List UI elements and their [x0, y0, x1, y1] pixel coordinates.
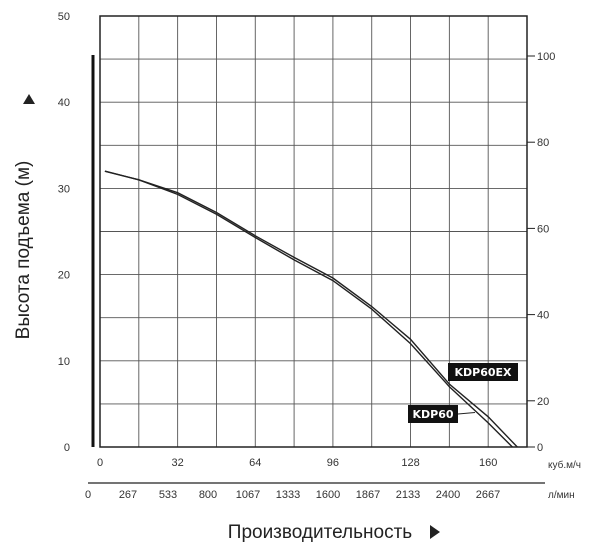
y-tick-label: 50 [58, 11, 70, 23]
leader-line [457, 412, 476, 415]
plot-grid [100, 16, 527, 447]
x-tick-label: 160 [479, 457, 497, 469]
y2-tick-label: 80 [537, 137, 549, 149]
x-tick-label: 32 [172, 457, 184, 469]
y-tick-label: 10 [58, 356, 70, 368]
x2-tick-label: 1867 [356, 489, 380, 501]
y-axis-arrow-icon [23, 94, 35, 104]
x2-tick-label: 0 [85, 489, 91, 501]
y-tick-label: 0 [64, 442, 70, 454]
y2-tick-labels: 0 20 40 60 80 100 [527, 51, 555, 454]
x2-tick-label: 1333 [276, 489, 300, 501]
x-axis-label: Производительность [228, 522, 413, 543]
x2-tick-label: 267 [119, 489, 137, 501]
series-label-text: KDP60EX [454, 366, 512, 379]
y2-tick-label: 0 [537, 442, 543, 454]
x2-tick-label: 2667 [476, 489, 500, 501]
x-tick-label: 96 [327, 457, 339, 469]
x2-tick-label: 800 [199, 489, 217, 501]
y-axis-label-group: Высота подъема (м) [13, 94, 35, 339]
y-axis-label: Высота подъема (м) [13, 161, 34, 340]
y-tick-label: 40 [58, 97, 70, 109]
x-axis-label-group: Производительность [228, 522, 440, 543]
plot-frame [99, 15, 528, 448]
series-label-box [448, 363, 518, 381]
performance-curves [104, 170, 518, 448]
x-unit-bottom: л/мин [548, 490, 575, 501]
series-label-text: KDP60 [412, 408, 453, 421]
y2-tick-label: 60 [537, 223, 549, 235]
y2-tick-label: 20 [537, 396, 549, 408]
x2-tick-label: 2400 [436, 489, 460, 501]
series-label-kdp60: KDP60 [408, 405, 476, 423]
x-tick-label: 64 [249, 457, 261, 469]
x-tick-label: 128 [401, 457, 419, 469]
y-tick-labels: 0 10 20 30 40 50 [58, 11, 70, 454]
x-tick-labels: 0 32 64 96 128 160 [97, 457, 497, 469]
x-unit-top: куб.м/ч [548, 459, 581, 471]
x2-tick-label: 533 [159, 489, 177, 501]
series-labels: KDP60EX KDP60 [408, 363, 519, 423]
x2-tick-label: 1067 [236, 489, 260, 501]
x2-tick-labels: 0 267 533 800 1067 1333 1600 1867 2133 2400 2667 [85, 489, 500, 501]
x2-tick-label: 2133 [396, 489, 420, 501]
y2-tick-label: 40 [537, 310, 549, 322]
x-tick-label: 0 [97, 457, 103, 469]
y-tick-label: 30 [58, 183, 70, 195]
series-label-kdp60ex: KDP60EX [448, 363, 519, 381]
series-line-kdp60 [104, 170, 513, 448]
y2-tick-label: 100 [537, 51, 555, 63]
x2-tick-label: 1600 [316, 489, 340, 501]
series-line-kdp60ex [104, 170, 518, 448]
y-tick-label: 20 [58, 270, 70, 282]
series-label-box [408, 405, 458, 423]
x-axis-arrow-icon [430, 525, 440, 539]
